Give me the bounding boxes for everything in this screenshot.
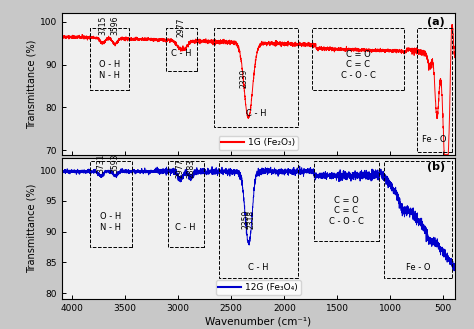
Text: Fe - O: Fe - O (422, 135, 447, 144)
Text: C = O
C = C
C - O - C: C = O C = C C - O - C (329, 196, 364, 226)
Text: 2339: 2339 (239, 69, 248, 88)
Text: O - H
N - H: O - H N - H (99, 60, 120, 80)
Text: 2350: 2350 (242, 209, 251, 229)
Bar (165, 28, 197, 71)
Legend: 1G (Fe₂O₃): 1G (Fe₂O₃) (219, 136, 298, 150)
Bar (417, 28, 452, 152)
Bar (90, 28, 129, 90)
Bar (314, 161, 379, 241)
Text: Fe - O: Fe - O (406, 263, 430, 272)
Bar (312, 28, 404, 90)
Text: C - H: C - H (246, 109, 266, 118)
Legend: 12G (Fe₃O₄): 12G (Fe₃O₄) (216, 280, 301, 295)
Bar (219, 161, 298, 278)
Text: O - H
N - H: O - H N - H (100, 212, 121, 232)
Text: 3596: 3596 (110, 16, 119, 36)
Bar (168, 161, 204, 247)
Bar (214, 28, 298, 127)
Text: C = O
C = C
C - O - C: C = O C = C C - O - C (341, 50, 375, 80)
Text: (b): (b) (427, 162, 445, 172)
Text: 2883: 2883 (186, 159, 195, 178)
Text: 2977: 2977 (175, 158, 184, 178)
Text: C - H: C - H (248, 263, 269, 272)
Text: C - H: C - H (175, 223, 196, 232)
X-axis label: Wavenumber (cm⁻¹): Wavenumber (cm⁻¹) (205, 316, 311, 326)
Text: 2977: 2977 (176, 17, 185, 37)
Y-axis label: Transmittance (%): Transmittance (%) (27, 39, 36, 129)
Text: C - H: C - H (171, 49, 191, 58)
Text: (a): (a) (428, 17, 445, 27)
Bar (384, 161, 452, 278)
Text: 3731: 3731 (96, 153, 105, 173)
Text: 3593: 3593 (111, 153, 120, 173)
Bar (90, 161, 132, 247)
Text: 2318: 2318 (247, 210, 256, 229)
Text: 3715: 3715 (98, 16, 107, 36)
Y-axis label: Transmittance (%): Transmittance (%) (27, 184, 36, 273)
